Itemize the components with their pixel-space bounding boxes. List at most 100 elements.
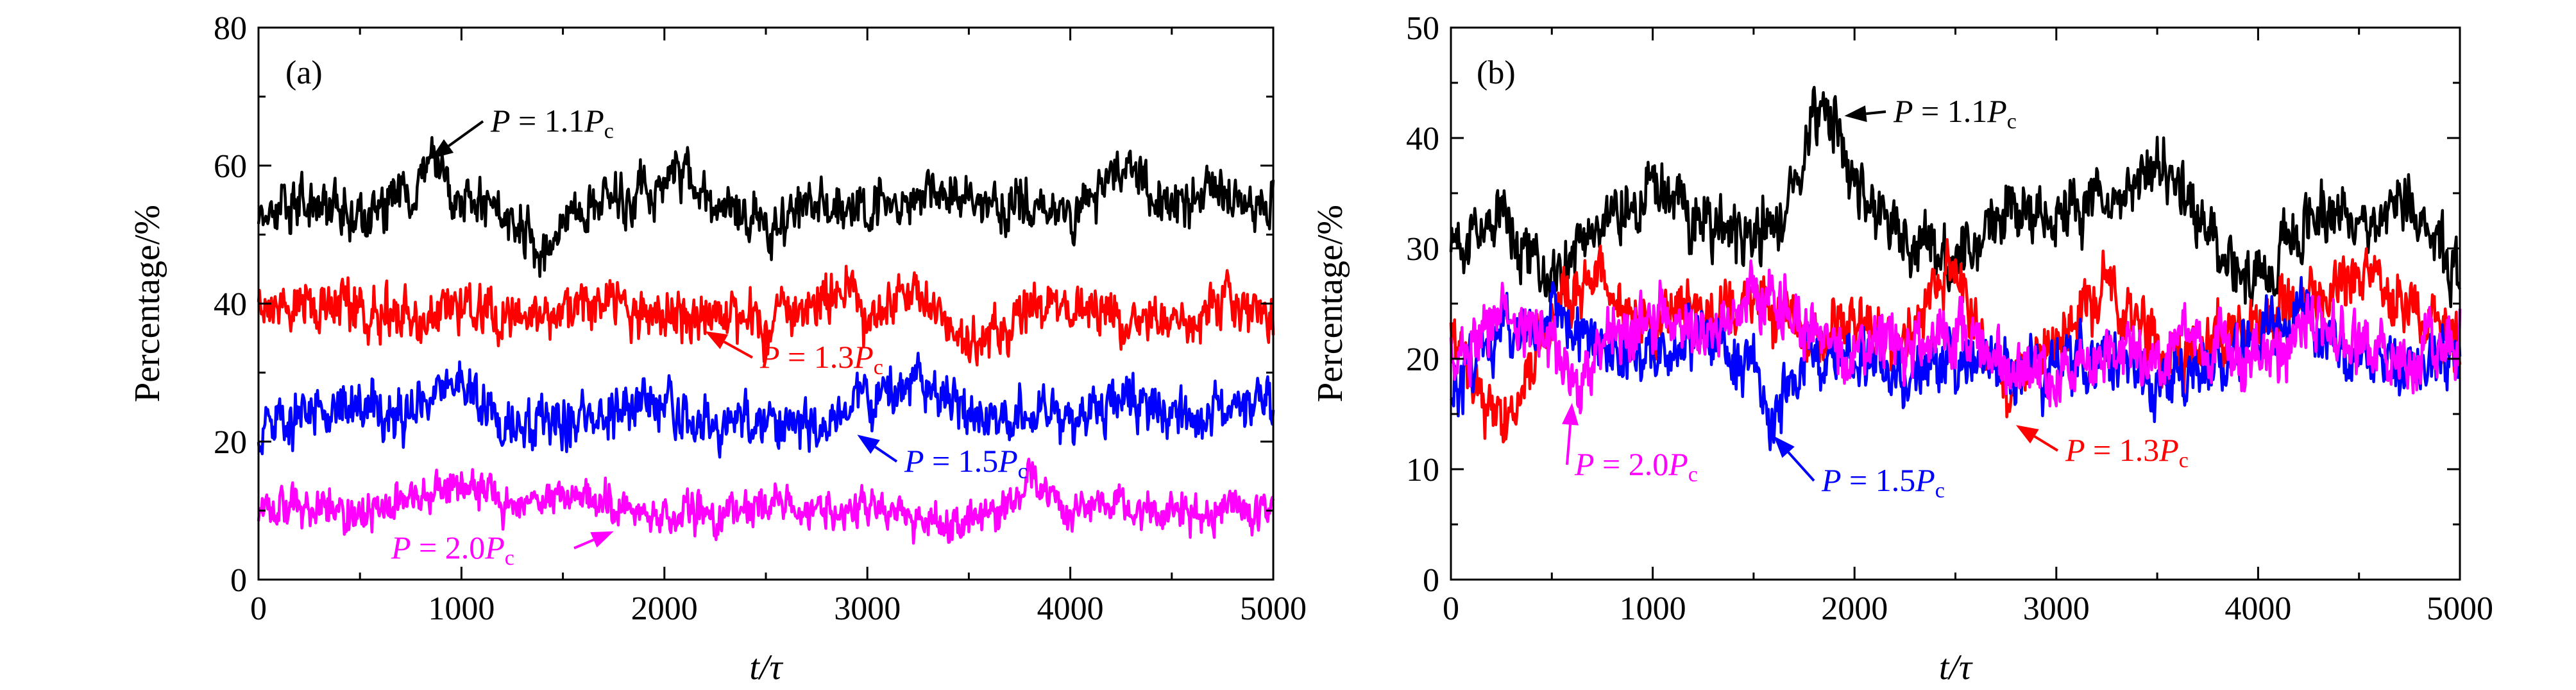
annotation-arrow-head <box>1562 402 1579 426</box>
y-tick-label: 0 <box>1423 562 1439 599</box>
x-tick-label: 4000 <box>2224 591 2291 627</box>
x-tick-label: 3000 <box>2023 591 2090 627</box>
y-tick-label: 30 <box>1406 231 1439 268</box>
annotation-part: c <box>1935 479 1945 503</box>
y-tick-label: 80 <box>214 10 247 47</box>
annotation-part: P <box>1668 446 1688 482</box>
annotation-arrow-head <box>430 139 454 159</box>
annotation-arrow-head <box>705 331 729 349</box>
panel-label: (a) <box>285 55 323 91</box>
annotation-arrow-head <box>857 435 880 454</box>
annotation-arrow-shaft <box>874 445 898 463</box>
annotation-part: c <box>2007 110 2017 134</box>
annotation-part: = <box>1913 93 1947 129</box>
annotation-11pc: P = 1.1Pc <box>1844 93 2017 134</box>
annotation-part: P <box>391 530 411 565</box>
annotation-part: 1.5 <box>958 443 999 479</box>
annotation-arrow-shaft <box>573 539 595 549</box>
annotation-part: P <box>584 103 604 139</box>
annotation-part: = <box>924 443 958 479</box>
series-line-2.0pc <box>257 457 1275 545</box>
x-tick-label: 5000 <box>2427 591 2493 627</box>
annotation-arrow-shaft <box>1787 451 1815 482</box>
annotation-11pc: P = 1.1Pc <box>430 103 614 159</box>
annotation-arrow-head <box>1774 436 1795 458</box>
annotation-part: = <box>1595 446 1629 482</box>
x-tick-label: 1000 <box>1620 591 1686 627</box>
annotation-arrow-shaft <box>1566 424 1572 465</box>
panel-label: (b) <box>1477 55 1516 91</box>
annotation-label: P = 1.3Pc <box>759 339 883 379</box>
annotation-part: = <box>511 103 545 139</box>
annotation-part: c <box>505 546 514 570</box>
annotation-part: c <box>2179 449 2189 472</box>
annotation-part: P <box>2065 432 2085 468</box>
y-tick-label: 60 <box>214 148 247 185</box>
annotation-label: P = 1.1Pc <box>1893 93 2017 134</box>
annotation-part: P <box>1915 462 1935 498</box>
annotation-label: P = 1.1Pc <box>490 103 614 143</box>
annotation-20pc: P = 2.0Pc <box>391 530 614 570</box>
annotation-part: P <box>1821 462 1842 498</box>
x-tick-label: 0 <box>250 591 267 627</box>
annotation-arrow-head <box>590 531 614 548</box>
annotation-part: 2.0 <box>1629 446 1669 482</box>
series-line-1.3pc <box>257 264 1275 367</box>
annotation-15pc: P = 1.5Pc <box>857 435 1028 483</box>
annotation-label: P = 1.5Pc <box>904 443 1028 483</box>
annotation-part: P <box>759 339 780 375</box>
annotation-13pc: P = 1.3Pc <box>705 331 883 379</box>
x-axis-title: t/τ <box>749 648 783 687</box>
annotation-arrow-shaft <box>1866 110 1886 116</box>
annotation-15pc: P = 1.5Pc <box>1774 436 1945 503</box>
annotation-part: = <box>780 339 814 375</box>
y-tick-label: 50 <box>1406 10 1439 47</box>
annotation-label: P = 1.3Pc <box>2065 432 2189 472</box>
annotation-part: P <box>490 103 511 139</box>
annotation-part: = <box>1842 462 1876 498</box>
series-line-2.0pc <box>1449 259 2462 415</box>
annotation-part: = <box>411 530 445 565</box>
y-axis-title: Percentage/% <box>1310 205 1350 402</box>
annotation-part: P <box>484 530 505 565</box>
annotation-part: 1.1 <box>1947 93 1988 129</box>
series-line-1.5pc <box>257 352 1275 459</box>
annotation-arrow-head <box>2015 425 2039 444</box>
x-tick-label: 1000 <box>428 591 495 627</box>
annotation-arrow-shaft <box>2033 435 2059 452</box>
annotation-part: c <box>604 119 614 143</box>
x-tick-label: 2000 <box>631 591 698 627</box>
annotation-part: 1.3 <box>814 339 854 375</box>
y-axis-title: Percentage/% <box>128 205 167 402</box>
annotation-part: = <box>2085 432 2119 468</box>
y-tick-label: 20 <box>1406 341 1439 378</box>
annotation-label: P = 2.0Pc <box>391 530 514 570</box>
annotation-label: P = 2.0Pc <box>1574 446 1698 487</box>
y-tick-label: 40 <box>214 286 247 323</box>
x-tick-label: 4000 <box>1037 591 1104 627</box>
y-tick-label: 20 <box>214 424 247 461</box>
x-tick-label: 5000 <box>1240 591 1307 627</box>
annotation-part: 1.3 <box>2119 432 2160 468</box>
series-line-1.1pc <box>1449 85 2462 309</box>
series-line-1.1pc <box>257 136 1275 278</box>
annotation-part: c <box>1018 460 1028 483</box>
chart-panel-b: 0 1000 2000 3000 4000 5000 0 10 20 30 40 50 t/τ Perce… <box>1310 10 2493 687</box>
annotation-part: P <box>997 443 1018 479</box>
x-tick-label: 3000 <box>834 591 901 627</box>
x-tick-label: 0 <box>1443 591 1459 627</box>
x-tick-label: 2000 <box>1821 591 1888 627</box>
annotation-part: P <box>1574 446 1595 482</box>
y-tick-label: 10 <box>1406 452 1439 488</box>
annotation-part: P <box>2158 432 2179 468</box>
annotation-part: c <box>1688 463 1698 487</box>
annotation-part: 1.1 <box>545 103 585 139</box>
series-line-1.3pc <box>1449 237 2462 444</box>
annotation-label: P = 1.5Pc <box>1821 462 1945 503</box>
annotation-part: P <box>904 443 924 479</box>
x-axis-title: t/τ <box>1939 648 1973 687</box>
annotation-part: P <box>1893 93 1913 129</box>
annotation-part: P <box>1987 93 2007 129</box>
annotation-arrow-shaft <box>448 120 484 148</box>
